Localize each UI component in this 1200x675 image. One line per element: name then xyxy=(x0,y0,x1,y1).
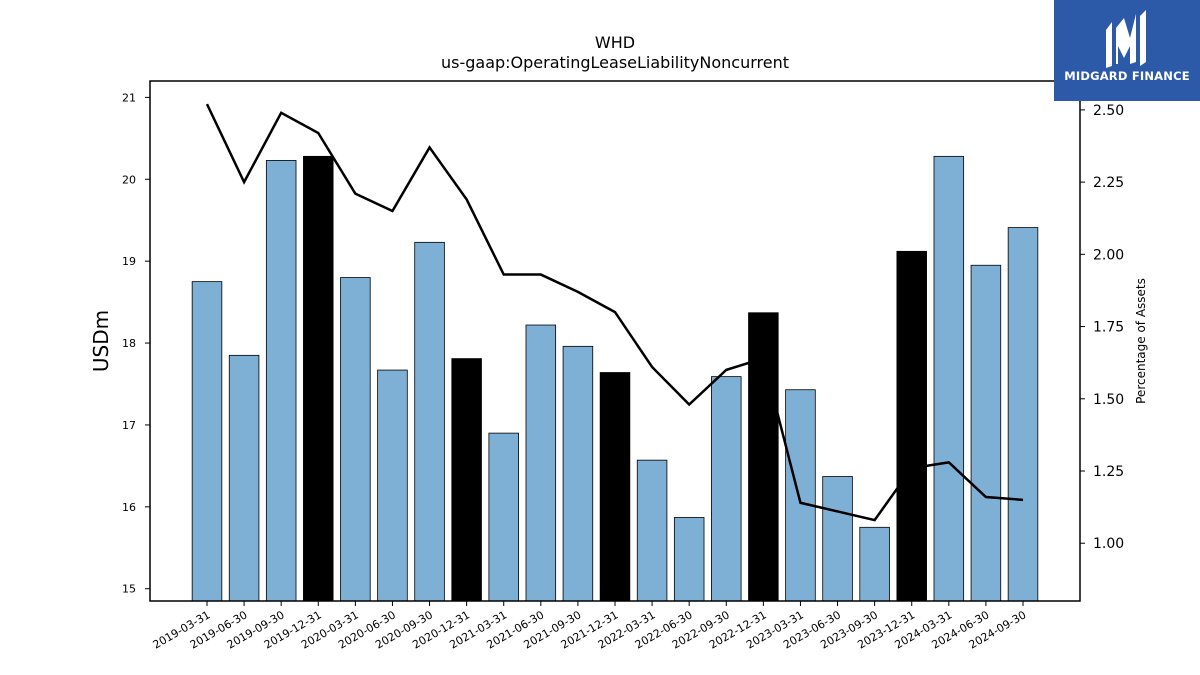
bar-2020-03-31 xyxy=(340,277,371,602)
bar-2019-03-31 xyxy=(191,281,223,602)
bar-2021-06-30 xyxy=(525,324,557,602)
bar-2023-09-30 xyxy=(859,526,890,602)
left-axis-ticks: 15 16 17 18 19 20 21 xyxy=(122,91,150,596)
left-axis-label: USDm xyxy=(89,310,113,372)
bar-2021-09-30 xyxy=(562,345,594,602)
chart-title: WHD xyxy=(595,33,635,52)
bar-2024-09-30 xyxy=(1007,227,1039,602)
brand-logo: MIDGARD FINANCE xyxy=(1054,0,1200,101)
bar-2020-09-30 xyxy=(414,241,445,602)
bar-2019-06-30 xyxy=(228,354,260,602)
bar-2022-12-31 xyxy=(748,312,779,602)
y2-tick-label: 1.25 xyxy=(1093,464,1124,480)
y-tick-label: 21 xyxy=(122,91,136,104)
y-tick-label: 18 xyxy=(122,337,136,350)
chart-subtitle: us-gaap:OperatingLeaseLiabilityNoncurren… xyxy=(441,53,789,72)
y-tick-label: 15 xyxy=(122,583,136,596)
y2-tick-label: 1.75 xyxy=(1093,320,1124,336)
bar-2022-09-30 xyxy=(711,376,742,602)
y-tick-label: 20 xyxy=(122,173,136,186)
x-axis-ticks: 2019-03-312019-06-302019-09-302019-12-31… xyxy=(151,601,1029,652)
brand-name: MIDGARD FINANCE xyxy=(1064,69,1190,83)
bar-2020-12-31 xyxy=(451,358,482,602)
bar-2023-06-30 xyxy=(822,476,853,602)
line-series xyxy=(205,103,1024,522)
bar-2019-09-30 xyxy=(265,160,297,602)
bar-2023-03-31 xyxy=(785,389,816,602)
right-axis-ticks: 1.00 1.25 1.50 1.75 2.00 2.25 2.50 xyxy=(1080,103,1124,552)
bar-2022-06-30 xyxy=(673,517,705,602)
bar-2021-03-31 xyxy=(488,432,519,602)
bar-2022-03-31 xyxy=(636,459,668,602)
midgard-logo-icon xyxy=(1106,10,1146,68)
y-tick-label: 19 xyxy=(122,255,136,268)
y-tick-label: 17 xyxy=(122,419,136,432)
bar-series xyxy=(191,155,1039,602)
y2-tick-label: 2.50 xyxy=(1093,103,1124,119)
y2-tick-label: 2.00 xyxy=(1093,247,1124,263)
bar-2024-06-30 xyxy=(970,264,1002,602)
bar-2021-12-31 xyxy=(599,372,631,602)
bar-2019-12-31 xyxy=(303,155,334,602)
y2-tick-label: 1.00 xyxy=(1093,536,1124,552)
right-axis-label: Percentage of Assets xyxy=(1134,278,1148,404)
bar-2024-03-31 xyxy=(933,155,965,602)
bar-2023-12-31 xyxy=(896,250,927,602)
bar-2020-06-30 xyxy=(377,369,408,602)
y2-tick-label: 2.25 xyxy=(1093,175,1124,191)
y2-tick-label: 1.50 xyxy=(1093,392,1124,408)
y-tick-label: 16 xyxy=(122,501,136,514)
